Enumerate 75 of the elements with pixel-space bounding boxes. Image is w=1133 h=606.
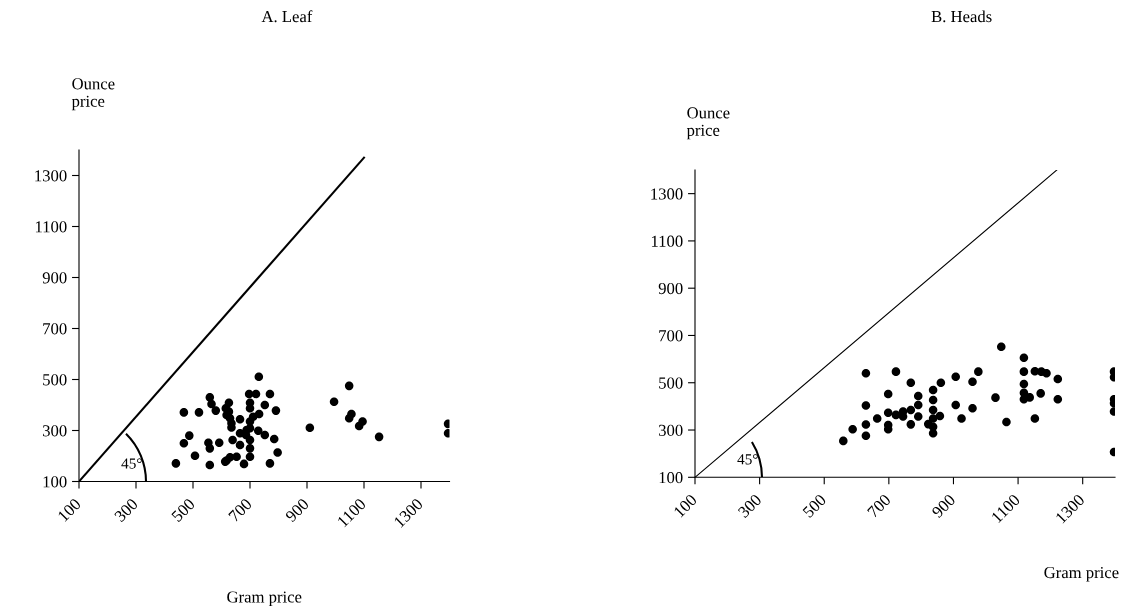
x-tick-label: 700 (866, 493, 892, 518)
y-tick-label: 900 (42, 272, 67, 284)
point (923, 419, 933, 429)
point (861, 401, 871, 410)
point (883, 408, 893, 418)
x-tick-label: 900 (931, 493, 956, 519)
point (957, 414, 966, 423)
point (1036, 389, 1045, 398)
point (1053, 374, 1063, 384)
y-tick-label: 1300 (651, 188, 683, 200)
point (891, 367, 901, 376)
point (974, 367, 983, 376)
y-tick-label: 100 (659, 472, 683, 484)
point (1002, 417, 1011, 427)
y-axis-title: Ounce price (686, 107, 730, 140)
point (861, 431, 871, 440)
point (951, 400, 960, 410)
point (928, 405, 938, 415)
point (861, 420, 871, 429)
point (997, 342, 1006, 352)
x-axis-title: Gram price (1044, 566, 1119, 582)
point (1019, 367, 1029, 376)
point (861, 369, 871, 378)
point (936, 378, 946, 388)
x-tick-label: 1100 (336, 497, 367, 528)
chart-title: A. Leaf (261, 10, 313, 23)
y-tick-label: 300 (658, 424, 683, 436)
annotation: 45° (121, 458, 142, 469)
point (848, 425, 857, 434)
y-tick-label: 500 (43, 374, 67, 386)
point (1053, 395, 1063, 404)
point (839, 436, 848, 446)
x-tick-label: 700 (228, 497, 253, 523)
point (898, 412, 908, 421)
annotation: 45° (737, 454, 758, 465)
point (928, 429, 938, 438)
x-tick-label: 1300 (1055, 493, 1086, 524)
chart-title: B. Heads (931, 10, 992, 23)
point (913, 400, 923, 410)
x-tick-label: 300 (737, 493, 763, 519)
y-tick-label: 100 (43, 476, 67, 488)
point (968, 377, 977, 387)
y-axis-title: Ounce price (71, 78, 115, 111)
point (906, 405, 916, 415)
point (913, 412, 923, 421)
x-tick-label: 900 (284, 497, 310, 523)
point (913, 391, 923, 401)
x-tick-label: 500 (171, 497, 196, 523)
point (1042, 369, 1051, 378)
y-tick-label: 1300 (35, 170, 67, 182)
point (906, 378, 916, 388)
point (928, 385, 938, 395)
y-tick-label: 900 (658, 282, 683, 295)
y-tick-label: 1100 (651, 235, 683, 247)
x-axis-title: Gram price (227, 591, 302, 606)
x-tick-label: 300 (113, 497, 139, 523)
point (935, 411, 945, 421)
point (1025, 393, 1034, 402)
y-tick-label: 1100 (35, 221, 67, 233)
point (883, 389, 893, 399)
point (906, 420, 916, 429)
point (1019, 379, 1029, 389)
point (1030, 414, 1040, 423)
x-tick-label: 1100 (990, 493, 1021, 524)
point (991, 393, 1000, 402)
point (968, 403, 977, 413)
y-tick-label: 700 (43, 323, 67, 335)
x-tick-label: 500 (802, 493, 827, 519)
y-tick-label: 700 (659, 330, 683, 342)
point (928, 395, 938, 405)
y-tick-label: 500 (659, 377, 683, 389)
point (1019, 353, 1029, 362)
point (951, 372, 960, 382)
point (872, 414, 882, 423)
y-tick-label: 300 (42, 425, 67, 437)
